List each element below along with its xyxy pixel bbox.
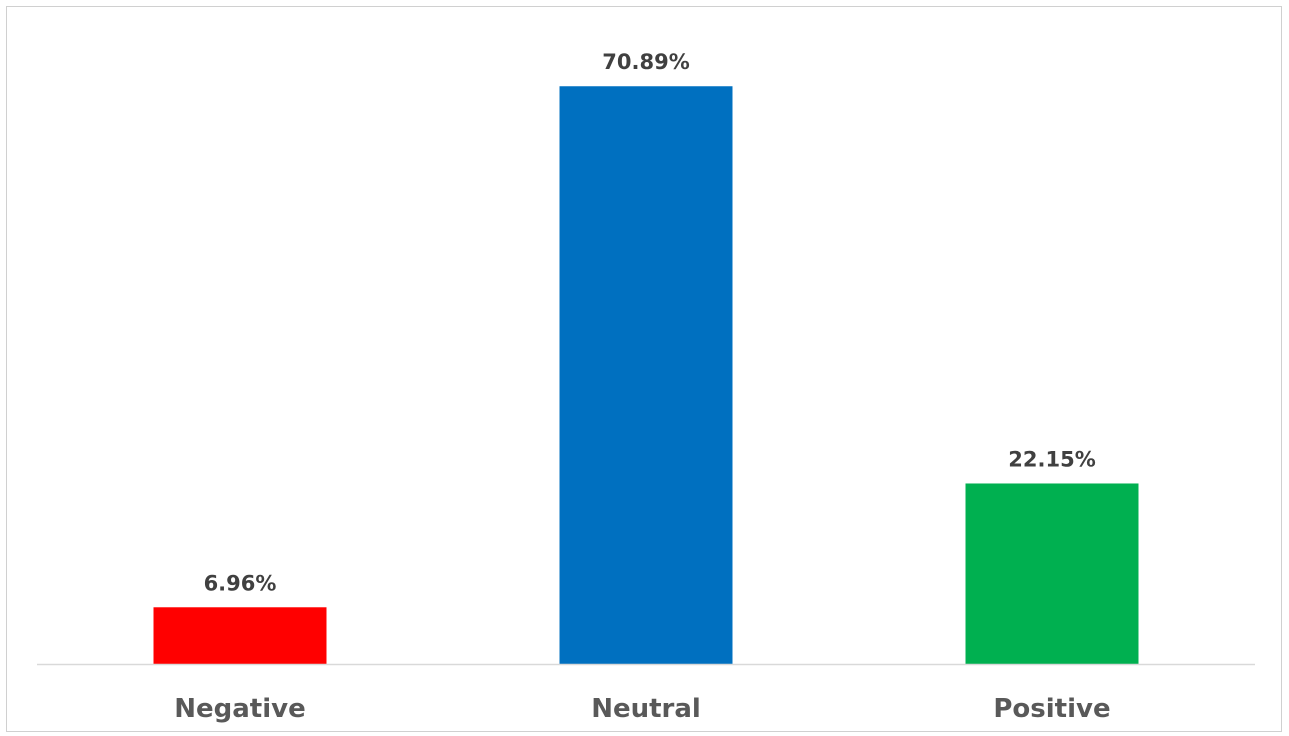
- bar-positive: [965, 483, 1139, 664]
- bar-chart: 6.96% Negative 70.89% Neutral 22.15% Positive: [37, 50, 1255, 724]
- category-label-neutral: Neutral: [591, 694, 701, 724]
- data-label-positive: 22.15%: [1008, 447, 1095, 471]
- category-label-positive: Positive: [993, 694, 1110, 724]
- data-label-neutral: 70.89%: [602, 50, 689, 74]
- bar-negative: [153, 607, 327, 664]
- category-label-negative: Negative: [174, 694, 305, 724]
- data-label-negative: 6.96%: [204, 571, 277, 595]
- bar-neutral: [559, 86, 733, 664]
- chart-frame: 6.96% Negative 70.89% Neutral 22.15% Positive: [6, 6, 1282, 732]
